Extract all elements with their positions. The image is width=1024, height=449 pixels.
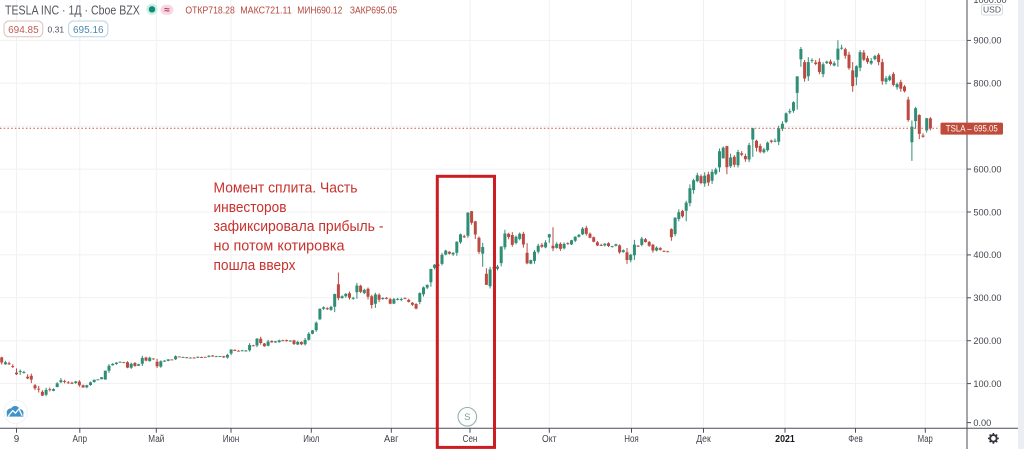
svg-text:зафиксировала прибыль -: зафиксировала прибыль - xyxy=(214,219,384,235)
svg-text:695.16: 695.16 xyxy=(73,25,104,36)
svg-text:0.00: 0.00 xyxy=(973,418,991,428)
svg-text:ЗАКР695.05: ЗАКР695.05 xyxy=(350,4,397,16)
svg-text:TSLA – 695.05: TSLA – 695.05 xyxy=(946,124,998,134)
svg-text:Сен: Сен xyxy=(463,434,478,445)
svg-text:0.31: 0.31 xyxy=(48,24,65,34)
svg-text:500.00: 500.00 xyxy=(973,207,1001,217)
svg-text:300.00: 300.00 xyxy=(973,293,1001,303)
svg-text:≈: ≈ xyxy=(164,5,170,16)
svg-text:Май: Май xyxy=(148,434,164,445)
svg-text:ОТКР718.28: ОТКР718.28 xyxy=(185,5,234,17)
svg-text:USD: USD xyxy=(983,4,1001,14)
svg-text:МИН690.12: МИН690.12 xyxy=(297,4,342,16)
svg-text:9: 9 xyxy=(14,434,20,445)
svg-text:S: S xyxy=(464,412,470,423)
svg-text:Фев: Фев xyxy=(848,434,863,445)
svg-text:2021: 2021 xyxy=(775,434,795,445)
svg-text:Дек: Дек xyxy=(696,434,711,445)
svg-text:Мар: Мар xyxy=(918,434,933,445)
svg-text:Апр: Апр xyxy=(73,434,88,445)
svg-text:200.00: 200.00 xyxy=(973,336,1001,346)
svg-text:694.85: 694.85 xyxy=(8,25,39,36)
svg-text:но потом котировка: но потом котировка xyxy=(214,239,346,255)
svg-text:Ноя: Ноя xyxy=(624,434,639,445)
svg-text:Авг: Авг xyxy=(384,434,399,445)
svg-text:400.00: 400.00 xyxy=(973,250,1001,260)
svg-text:TESLA INC · 1Д · Cboe BZX: TESLA INC · 1Д · Cboe BZX xyxy=(5,2,140,17)
svg-text:Июл: Июл xyxy=(303,434,319,445)
svg-text:600.00: 600.00 xyxy=(973,164,1001,174)
svg-text:1000.00: 1000.00 xyxy=(973,0,1006,5)
svg-text:Окт: Окт xyxy=(542,434,557,445)
svg-text:пошла вверх: пошла вверх xyxy=(214,258,297,274)
svg-text:800.00: 800.00 xyxy=(973,79,1001,89)
svg-text:инвесторов: инвесторов xyxy=(214,200,287,216)
svg-text:МАКС721.11: МАКС721.11 xyxy=(240,5,292,17)
svg-text:Момент сплита. Часть: Момент сплита. Часть xyxy=(214,181,358,197)
svg-text:100.00: 100.00 xyxy=(973,379,1001,389)
svg-text:900.00: 900.00 xyxy=(973,36,1001,46)
svg-text:Июн: Июн xyxy=(223,434,240,445)
